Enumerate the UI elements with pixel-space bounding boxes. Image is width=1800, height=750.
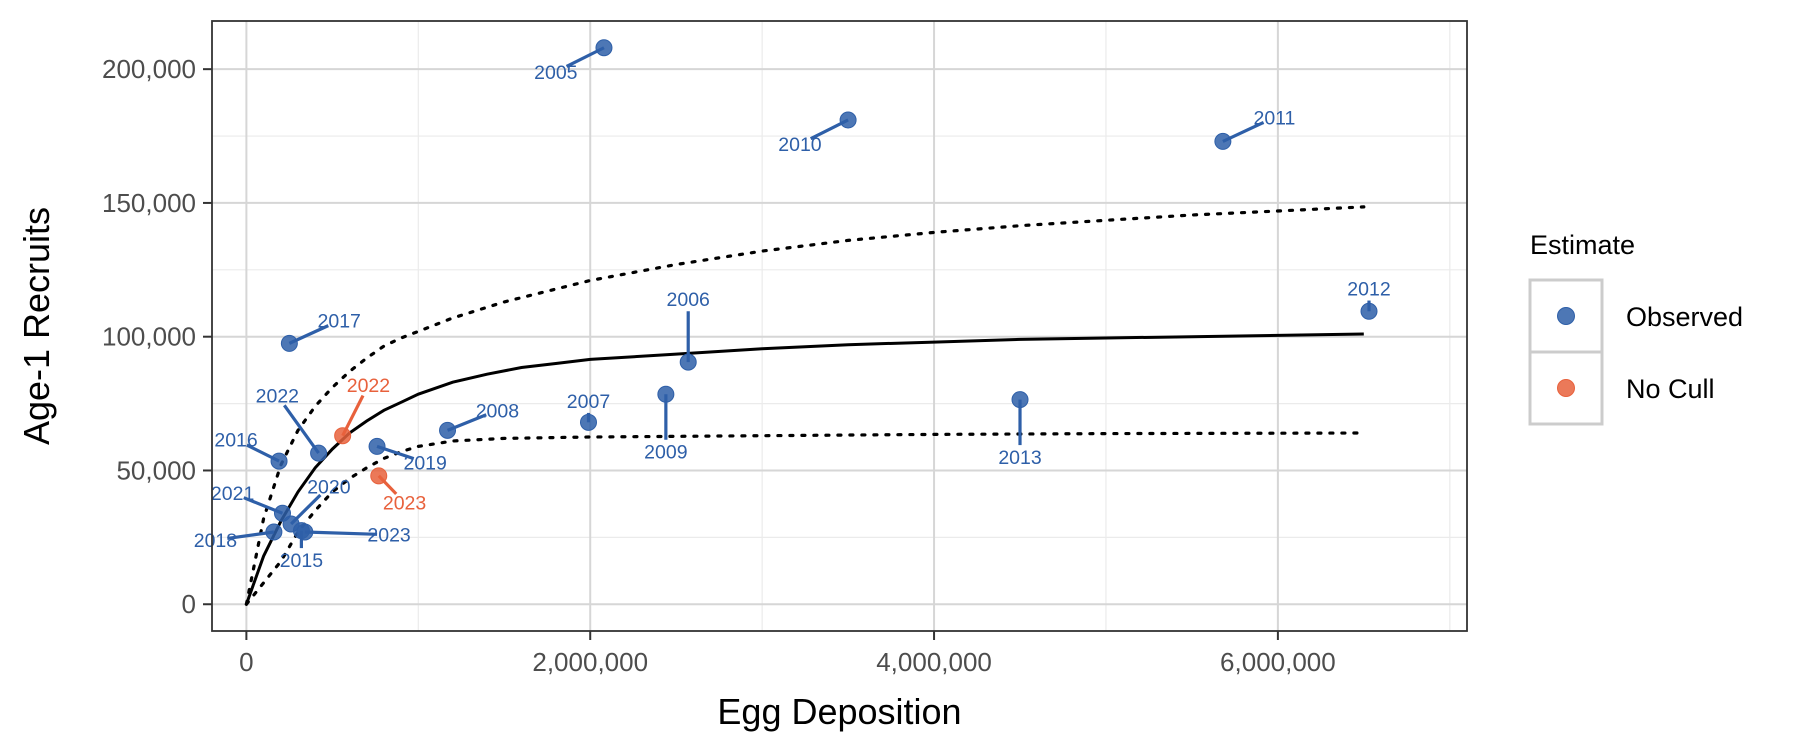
- data-point: [368, 437, 386, 455]
- point-label: 2023: [383, 493, 426, 515]
- data-point: [310, 444, 328, 462]
- lower-bound-line: [244, 431, 1366, 606]
- label-connector: [304, 530, 378, 536]
- point-label: 2009: [644, 442, 687, 464]
- data-point: [265, 523, 283, 541]
- x-tick-label: 2,000,000: [532, 647, 648, 677]
- legend-label: Observed: [1626, 302, 1743, 332]
- point-label: 2015: [280, 550, 324, 572]
- legend-key-point: [1557, 379, 1575, 397]
- label-connector: [283, 404, 320, 455]
- grid-major: [212, 21, 1467, 631]
- y-axis: 0 50,000 100,000 150,000 200,000: [102, 54, 212, 619]
- data-points: [265, 39, 1378, 541]
- data-point: [595, 39, 613, 57]
- x-tick-label: 0: [239, 647, 253, 677]
- point-label: 2010: [778, 134, 822, 156]
- legend: Estimate Observed No Cull: [1528, 230, 1743, 426]
- point-label: 2022: [256, 386, 299, 408]
- point-label: 2022: [347, 375, 390, 397]
- point-label: 2012: [1347, 279, 1390, 301]
- x-axis: 0 2,000,000 4,000,000 6,000,000: [239, 631, 1336, 677]
- point-label: 2018: [194, 530, 237, 552]
- data-point: [657, 385, 675, 403]
- x-tick-label: 4,000,000: [876, 647, 992, 677]
- data-point: [270, 452, 288, 470]
- point-label: 2006: [667, 289, 710, 311]
- data-point: [280, 334, 298, 352]
- data-point: [334, 427, 352, 445]
- y-axis-title: Age-1 Recruits: [16, 207, 57, 445]
- fit-lines: [244, 205, 1366, 606]
- point-label: 2020: [307, 477, 351, 499]
- point-label: 2008: [476, 400, 519, 422]
- point-label: 2005: [534, 62, 578, 84]
- y-tick-label: 200,000: [102, 54, 196, 84]
- legend-key-point: [1557, 307, 1575, 325]
- data-point: [296, 523, 314, 541]
- point-label: 2019: [403, 452, 446, 474]
- y-tick-label: 50,000: [116, 455, 196, 485]
- point-label: 2021: [211, 483, 254, 505]
- data-point: [1214, 132, 1232, 150]
- y-tick-label: 150,000: [102, 188, 196, 218]
- plot-border: [211, 20, 1468, 632]
- data-point: [580, 413, 597, 431]
- point-label: 2013: [998, 447, 1041, 469]
- data-point: [679, 353, 697, 371]
- x-axis-title: Egg Deposition: [717, 691, 961, 732]
- data-point: [839, 111, 857, 129]
- point-label: 2016: [214, 430, 257, 452]
- point-label: 2017: [318, 311, 361, 333]
- y-tick-label: 0: [182, 589, 196, 619]
- point-label: 2011: [1253, 107, 1295, 129]
- data-point: [1360, 302, 1378, 320]
- point-label: 2023: [367, 525, 410, 547]
- legend-label: No Cull: [1626, 374, 1715, 404]
- legend-title: Estimate: [1530, 230, 1635, 260]
- y-tick-label: 100,000: [102, 322, 196, 352]
- fit-line: [244, 332, 1364, 605]
- data-point: [370, 467, 388, 485]
- data-point: [1011, 391, 1029, 409]
- x-tick-label: 6,000,000: [1220, 647, 1336, 677]
- upper-bound-line: [244, 205, 1366, 606]
- point-label: 2007: [567, 391, 610, 413]
- data-point: [439, 421, 457, 439]
- grid-minor: [212, 21, 1467, 631]
- point-labels: 2005 2010 2011 2012 2017 2006 2009 2013 2007 2008…: [194, 62, 1391, 572]
